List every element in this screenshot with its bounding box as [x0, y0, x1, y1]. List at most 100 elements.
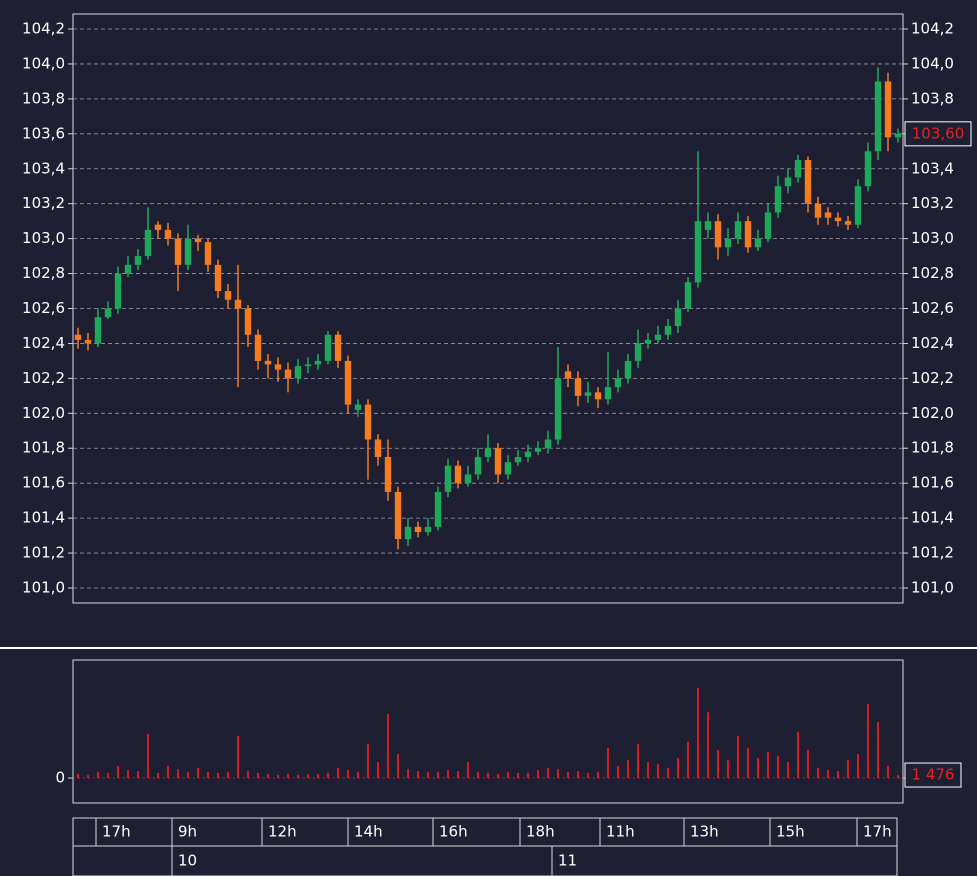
y-tick-label-right: 103,4	[911, 159, 954, 177]
x-tick-label: 12h	[268, 823, 297, 841]
last-volume-label: 1 476	[912, 766, 955, 784]
x-tick-label: 11h	[606, 823, 635, 841]
volume-bar	[777, 756, 779, 778]
volume-bar	[377, 762, 379, 778]
candle-body	[554, 378, 562, 440]
candle-body	[164, 229, 172, 239]
volume-bar	[177, 769, 179, 778]
y-tick-label-right: 102,8	[911, 264, 954, 282]
candle-body	[304, 364, 312, 367]
y-tick-label: 0	[55, 769, 65, 787]
y-tick-label: 104,0	[22, 54, 65, 72]
volume-bar	[257, 773, 259, 778]
volume-bar	[887, 766, 889, 778]
volume-bar	[407, 769, 409, 778]
volume-bar	[687, 742, 689, 778]
y-tick-label: 103,2	[22, 194, 65, 212]
volume-bar	[207, 772, 209, 778]
y-tick-label: 101,6	[22, 474, 65, 492]
volume-bar	[577, 771, 579, 778]
volume-bar	[517, 773, 519, 778]
volume-bar	[757, 758, 759, 778]
volume-bar	[467, 762, 469, 778]
volume-bar	[877, 722, 879, 778]
y-tick-label: 103,4	[22, 159, 65, 177]
volume-bar	[157, 773, 159, 778]
volume-bar	[697, 688, 699, 778]
candle-body	[424, 526, 432, 533]
y-tick-label-right: 104,0	[911, 54, 954, 72]
volume-bar	[327, 773, 329, 778]
volume-bar	[537, 770, 539, 778]
candle-body	[314, 360, 322, 365]
volume-bar	[837, 771, 839, 778]
candle-body	[674, 308, 682, 326]
volume-bar	[477, 772, 479, 778]
candle-body	[214, 264, 222, 292]
volume-bar	[487, 773, 489, 778]
y-tick-label: 102,6	[22, 299, 65, 317]
candle-body	[134, 256, 142, 265]
y-tick-label-right: 101,0	[911, 578, 954, 596]
last-volume-box	[904, 762, 962, 788]
volume-frame	[72, 659, 904, 804]
volume-bar	[217, 773, 219, 778]
volume-bar	[597, 772, 599, 778]
candle-body	[354, 404, 362, 410]
candle-body	[874, 81, 882, 152]
candle-body	[634, 343, 642, 361]
candle-body	[744, 221, 752, 248]
candle-body	[224, 291, 232, 300]
y-tick-label: 103,6	[22, 124, 65, 142]
y-tick-label: 104,2	[22, 20, 65, 38]
candle-body	[334, 334, 342, 361]
candle-body	[264, 360, 272, 365]
candle-body	[754, 238, 762, 248]
candle-body	[644, 339, 652, 344]
candle-body	[484, 448, 492, 457]
y-tick-label: 101,0	[22, 578, 65, 596]
y-tick-label-right: 102,0	[911, 404, 954, 422]
y-tick-label-right: 101,6	[911, 474, 954, 492]
y-tick-label: 101,4	[22, 509, 65, 527]
volume-bar	[277, 775, 279, 778]
volume-bar	[167, 766, 169, 778]
volume-bar	[747, 748, 749, 778]
candle-body	[824, 212, 832, 218]
y-tick-label: 103,0	[22, 229, 65, 247]
y-tick-label-right: 101,4	[911, 509, 954, 527]
candle-body	[664, 325, 672, 335]
volume-bar	[357, 772, 359, 778]
volume-bar	[497, 774, 499, 778]
x-tick-label: 17h	[102, 823, 131, 841]
candle-body	[114, 273, 122, 309]
candle-body	[774, 186, 782, 213]
volume-bar	[827, 770, 829, 778]
candle-body	[274, 364, 282, 370]
x-tick-label: 9h	[178, 823, 197, 841]
volume-bar	[767, 752, 769, 778]
volume-bar	[237, 736, 239, 778]
y-tick-label-right: 102,6	[911, 299, 954, 317]
date-label: 11	[558, 852, 577, 870]
volume-bar	[387, 714, 389, 778]
candle-body	[564, 371, 572, 379]
candle-body	[614, 378, 622, 388]
volume-bar	[667, 768, 669, 778]
volume-bar	[547, 768, 549, 778]
candle-body	[394, 491, 402, 540]
candle-body	[684, 282, 692, 309]
volume-bar	[567, 772, 569, 778]
volume-bar	[397, 754, 399, 778]
volume-bar	[147, 734, 149, 778]
y-tick-label-right: 101,2	[911, 544, 954, 562]
volume-bar	[587, 773, 589, 778]
volume-bar	[227, 772, 229, 778]
volume-bar	[307, 774, 309, 778]
y-tick-label: 103,8	[22, 89, 65, 107]
candle-body	[574, 378, 582, 396]
candle-body	[94, 317, 102, 344]
candle-body	[464, 474, 472, 484]
y-tick-label-right: 103,0	[911, 229, 954, 247]
last-price-box	[904, 121, 972, 147]
